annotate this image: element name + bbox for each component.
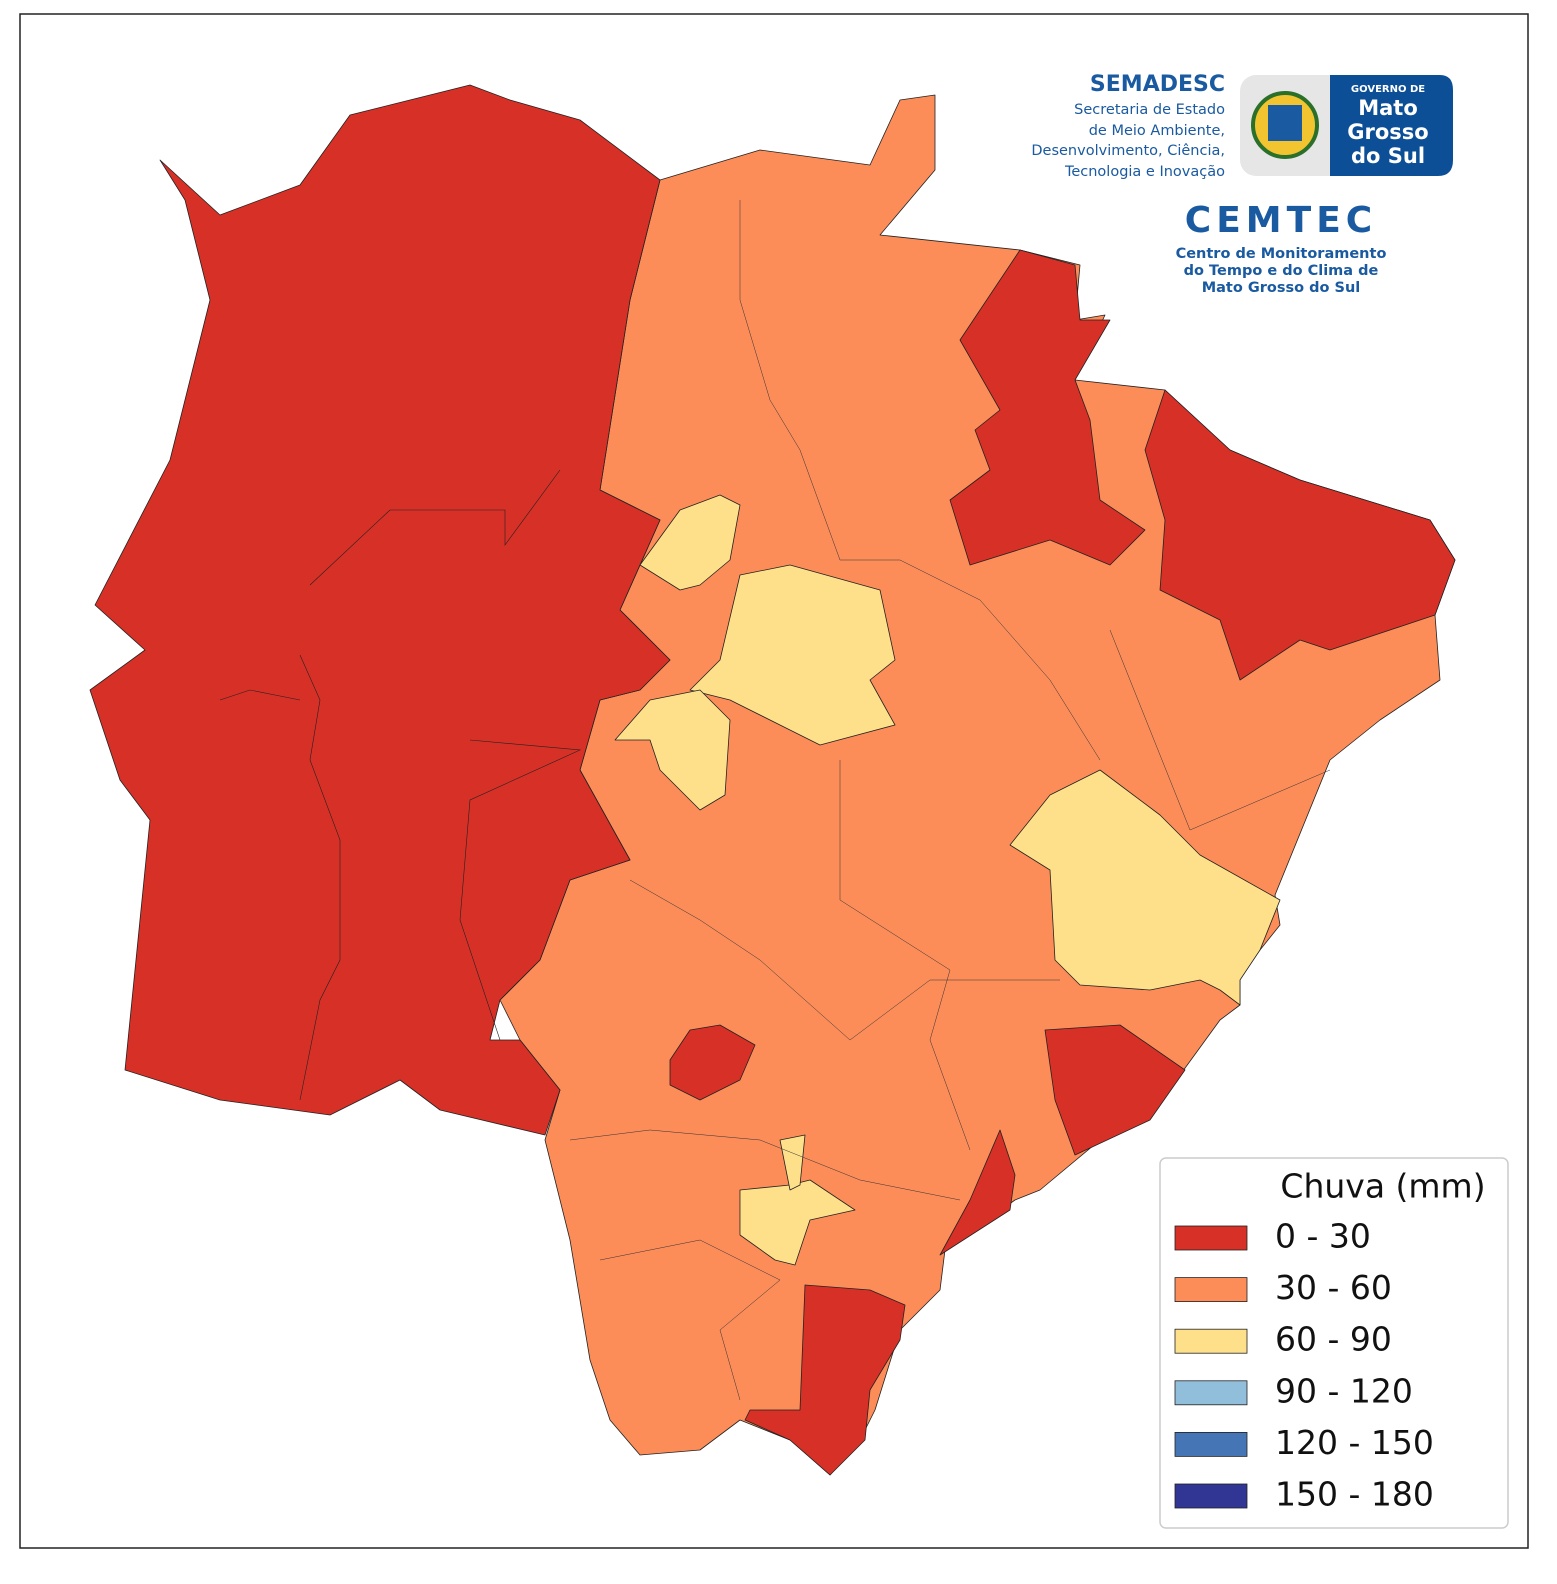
logo-title: CEMTEC (1185, 200, 1377, 241)
region (614, 689, 731, 811)
border (299, 654, 341, 1101)
region (89, 84, 671, 1136)
logo-line: Desenvolvimento, Ciência, (1031, 143, 1225, 159)
region (1009, 769, 1281, 1006)
border (839, 760, 971, 1151)
border (459, 739, 582, 1041)
region (744, 1284, 906, 1476)
logo-line: do Sul (1351, 144, 1425, 168)
region (1044, 1024, 1186, 1156)
region (939, 1129, 1016, 1256)
legend-label: 0 - 30 (1275, 1217, 1371, 1256)
legend-swatch (1174, 1380, 1248, 1406)
border (569, 1129, 961, 1201)
logo-line: de Meio Ambiente, (1089, 123, 1225, 139)
logo-line: Mato Grosso do Sul (1202, 280, 1361, 296)
logo-line: Secretaria de Estado (1074, 102, 1225, 118)
border (309, 469, 561, 586)
legend-swatch (1174, 1483, 1248, 1509)
legend-title: Chuva (mm) (1280, 1167, 1485, 1206)
border (629, 879, 1060, 1041)
governo-logo: GOVERNO DE Mato Grosso do Sul (1240, 75, 1453, 176)
region (689, 564, 896, 746)
logo-line: Tecnologia e Inovação (1064, 164, 1225, 180)
logo-title: SEMADESC (1090, 72, 1225, 97)
legend-swatch (1174, 1432, 1248, 1457)
border (599, 1239, 781, 1401)
logo-top: GOVERNO DE (1351, 84, 1425, 95)
logo-line: do Tempo e do Clima de (1184, 263, 1379, 279)
logo-line: Centro de Monitoramento (1176, 246, 1387, 262)
border (1109, 629, 1331, 831)
legend-label: 90 - 120 (1275, 1371, 1413, 1410)
legend-label: 120 - 150 (1275, 1423, 1434, 1462)
logo-panel (1330, 75, 1453, 176)
region (1144, 389, 1456, 681)
region (949, 249, 1146, 566)
legend-swatch (1174, 1328, 1248, 1354)
cemtec-logo: CEMTEC Centro de Monitoramento do Tempo … (1176, 200, 1387, 296)
map (89, 84, 1456, 1476)
border (739, 200, 1101, 761)
semadesc-logo: SEMADESC Secretaria de Estado de Meio Am… (1031, 72, 1225, 180)
legend-label: 30 - 60 (1275, 1268, 1392, 1307)
legend-swatch (1174, 1225, 1248, 1251)
border (219, 689, 301, 701)
region (639, 494, 741, 591)
emblem-shield (1268, 105, 1302, 141)
region (669, 1024, 756, 1101)
legend: Chuva (mm) 0 - 30 30 - 60 60 - 90 90 - 120 1… (1159, 1157, 1509, 1529)
legend-swatch (1174, 1277, 1248, 1302)
legend-label: 150 - 180 (1275, 1475, 1434, 1514)
region (779, 1134, 806, 1191)
legend-label: 60 - 90 (1275, 1320, 1392, 1359)
logo-line: Grosso (1347, 120, 1428, 144)
logo-line: Mato (1358, 96, 1418, 120)
